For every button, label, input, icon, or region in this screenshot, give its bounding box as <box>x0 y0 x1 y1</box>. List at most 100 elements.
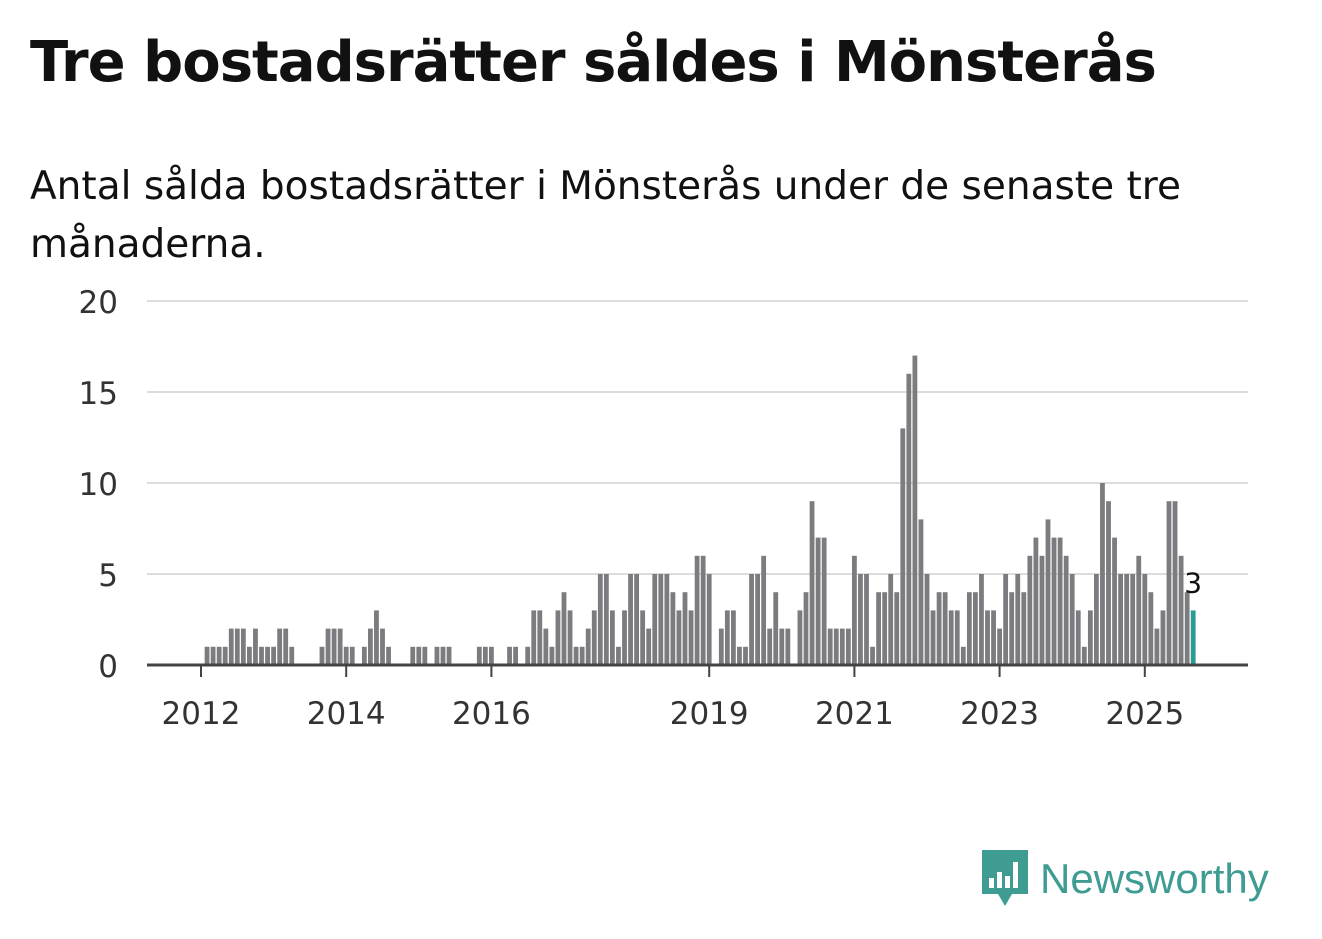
bar <box>930 610 936 665</box>
bar <box>767 628 773 665</box>
bar <box>374 610 379 665</box>
bar <box>827 628 833 665</box>
bar <box>900 428 906 665</box>
bar <box>271 646 276 665</box>
highlight-label: 3 <box>1184 566 1202 599</box>
bar <box>942 592 948 665</box>
bar <box>743 646 748 665</box>
bar <box>549 646 555 665</box>
bar <box>561 592 567 665</box>
x-tick-label: 2021 <box>815 696 894 732</box>
bar <box>1160 610 1166 665</box>
bar <box>410 646 416 665</box>
x-tick-label: 2019 <box>670 696 749 732</box>
bar <box>277 628 283 665</box>
bar <box>718 628 724 665</box>
bar <box>906 373 912 665</box>
bar <box>948 610 954 665</box>
bar <box>513 646 518 665</box>
y-tick-label: 15 <box>79 376 118 412</box>
bar <box>228 628 234 665</box>
bar <box>646 628 652 665</box>
bar <box>936 592 942 665</box>
y-tick-label: 5 <box>98 558 118 594</box>
bar <box>1039 555 1045 665</box>
bar <box>253 628 258 665</box>
bar <box>845 628 851 665</box>
bar <box>434 646 440 665</box>
bar <box>997 628 1002 665</box>
bar <box>555 610 561 665</box>
bar <box>815 537 821 665</box>
bar <box>1069 574 1075 665</box>
bar <box>380 628 385 665</box>
bar <box>1106 501 1111 665</box>
y-tick-label: 0 <box>98 649 118 685</box>
tick-labels: 0 5 10 15 20 3 2012 2014 2016 2019 2021 2023 2025 <box>79 285 1203 732</box>
bar <box>1057 537 1063 665</box>
bar <box>210 646 216 665</box>
bar-chart: 0 5 10 15 20 3 2012 2014 2016 2019 2021 2023 2025 <box>79 285 1248 732</box>
x-tick-label: 2016 <box>452 696 531 732</box>
bar <box>1178 555 1184 665</box>
bar <box>1051 537 1057 665</box>
bar <box>1118 574 1123 665</box>
bar <box>543 628 549 665</box>
bar <box>331 628 337 665</box>
x-tick-label: 2012 <box>162 696 241 732</box>
bar <box>785 628 791 665</box>
bar <box>476 646 482 665</box>
bar <box>1015 574 1021 665</box>
bar <box>1027 555 1033 665</box>
bar <box>700 555 706 665</box>
bar <box>803 592 809 665</box>
bar <box>416 646 422 665</box>
bar <box>567 610 573 665</box>
bar <box>876 592 881 665</box>
bar <box>888 574 894 665</box>
bar <box>749 574 754 665</box>
bar <box>579 646 585 665</box>
bar <box>1003 574 1009 665</box>
bar <box>688 610 694 665</box>
y-tick-label: 20 <box>79 285 118 321</box>
bar <box>531 610 537 665</box>
bar <box>573 646 579 665</box>
bar <box>991 610 996 665</box>
bar <box>664 574 670 665</box>
bar <box>1087 610 1093 665</box>
bar <box>591 610 597 665</box>
bar <box>283 628 289 665</box>
bar <box>1136 555 1142 665</box>
x-tick-label: 2023 <box>960 696 1039 732</box>
bar <box>852 555 857 665</box>
newsworthy-logo[interactable]: Newsworthy <box>980 848 1269 910</box>
bar <box>960 646 966 665</box>
bar <box>1142 574 1148 665</box>
bar <box>1148 592 1154 665</box>
bar <box>1081 646 1087 665</box>
bar <box>368 628 373 665</box>
bar <box>1130 574 1136 665</box>
bar <box>343 646 349 665</box>
bar <box>894 592 900 665</box>
bar <box>761 555 767 665</box>
bar <box>489 646 494 665</box>
bar <box>1184 592 1190 665</box>
newsworthy-logo-icon <box>982 850 1028 906</box>
highlight-bar <box>1190 610 1196 665</box>
bar <box>349 646 355 665</box>
bar <box>240 628 246 665</box>
bar <box>1033 537 1039 665</box>
bar <box>797 610 803 665</box>
x-tick-label: 2014 <box>307 696 386 732</box>
bar <box>682 592 688 665</box>
bar <box>706 574 712 665</box>
bar <box>440 646 446 665</box>
bar <box>670 592 676 665</box>
bar <box>361 646 367 665</box>
bar <box>422 646 428 665</box>
bar <box>247 646 252 665</box>
bar <box>507 646 512 665</box>
axes <box>147 663 1248 677</box>
